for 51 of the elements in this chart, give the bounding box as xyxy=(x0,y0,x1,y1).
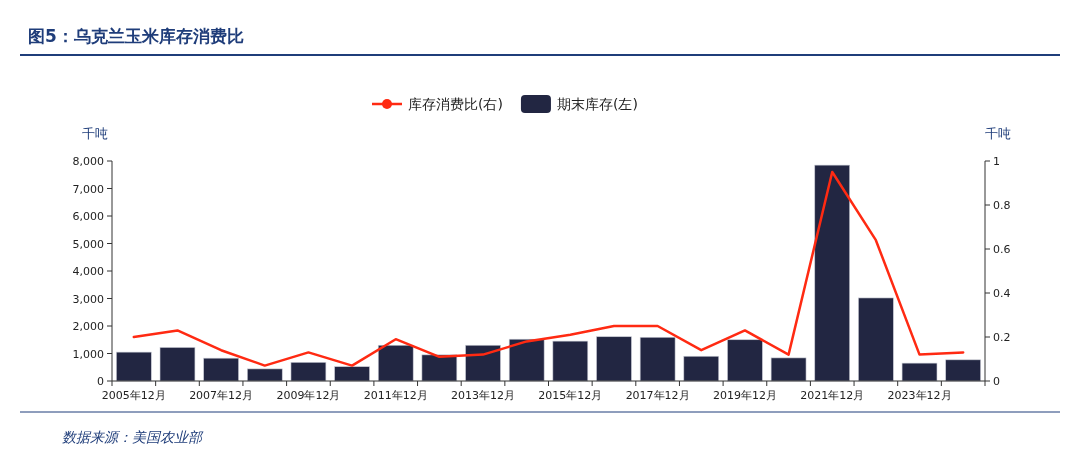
x-tick-label: 2023年12月 xyxy=(887,389,952,402)
bar xyxy=(334,366,370,382)
bar xyxy=(727,339,763,382)
y-tick-label: 7,000 xyxy=(72,182,104,196)
bar xyxy=(858,297,894,382)
y-tick-label: 0 xyxy=(97,375,104,388)
y2-axis-title: 千吨 xyxy=(985,126,1011,141)
legend-label: 期末库存(左) xyxy=(556,96,638,112)
bar xyxy=(465,344,501,382)
x-tick-label: 2007年12月 xyxy=(189,389,254,402)
y-tick-label: 1,000 xyxy=(72,347,104,361)
legend-label: 库存消费比(右) xyxy=(408,96,503,112)
x-tick-label: 2015年12月 xyxy=(538,389,603,402)
bar xyxy=(508,338,545,382)
bar xyxy=(421,354,458,382)
y-tick-label: 5,000 xyxy=(72,237,104,251)
y2-tick-label: 0.2 xyxy=(993,331,1011,344)
y2-tick-label: 0 xyxy=(993,375,1000,388)
bar xyxy=(683,355,720,382)
y-tick-label: 4,000 xyxy=(72,265,104,278)
x-tick-label: 2017年12月 xyxy=(625,389,690,402)
bar xyxy=(116,351,152,382)
bar xyxy=(770,357,807,382)
y2-tick-label: 0.6 xyxy=(993,243,1011,256)
bar xyxy=(945,359,981,382)
y2-tick-label: 0.4 xyxy=(993,287,1011,300)
bar xyxy=(814,164,850,382)
chart-title: 图5：乌克兰玉米库存消费比 xyxy=(28,26,244,46)
bar xyxy=(247,368,283,382)
y-tick-label: 6,000 xyxy=(72,210,104,223)
y2-tick-label: 1 xyxy=(993,155,1000,168)
bar xyxy=(290,362,327,382)
bar xyxy=(159,347,196,382)
x-tick-label: 2013年12月 xyxy=(451,389,516,402)
bar xyxy=(596,336,632,382)
y-tick-label: 2,000 xyxy=(72,320,104,333)
y-axis-title: 千吨 xyxy=(82,126,108,141)
x-tick-label: 2019年12月 xyxy=(712,389,777,402)
bar xyxy=(639,336,676,382)
x-tick-label: 2005年12月 xyxy=(101,389,166,402)
bar xyxy=(552,340,589,382)
y-tick-label: 3,000 xyxy=(72,292,104,306)
bar xyxy=(203,357,239,382)
x-tick-label: 2011年12月 xyxy=(363,389,428,402)
y2-tick-label: 0.8 xyxy=(993,199,1011,212)
bar xyxy=(377,344,414,382)
x-tick-label: 2009年12月 xyxy=(276,389,341,402)
source-note: 数据来源：美国农业部 xyxy=(62,429,204,445)
y-tick-label: 8,000 xyxy=(72,155,104,168)
x-tick-label: 2021年12月 xyxy=(800,389,865,402)
bar xyxy=(901,362,938,382)
